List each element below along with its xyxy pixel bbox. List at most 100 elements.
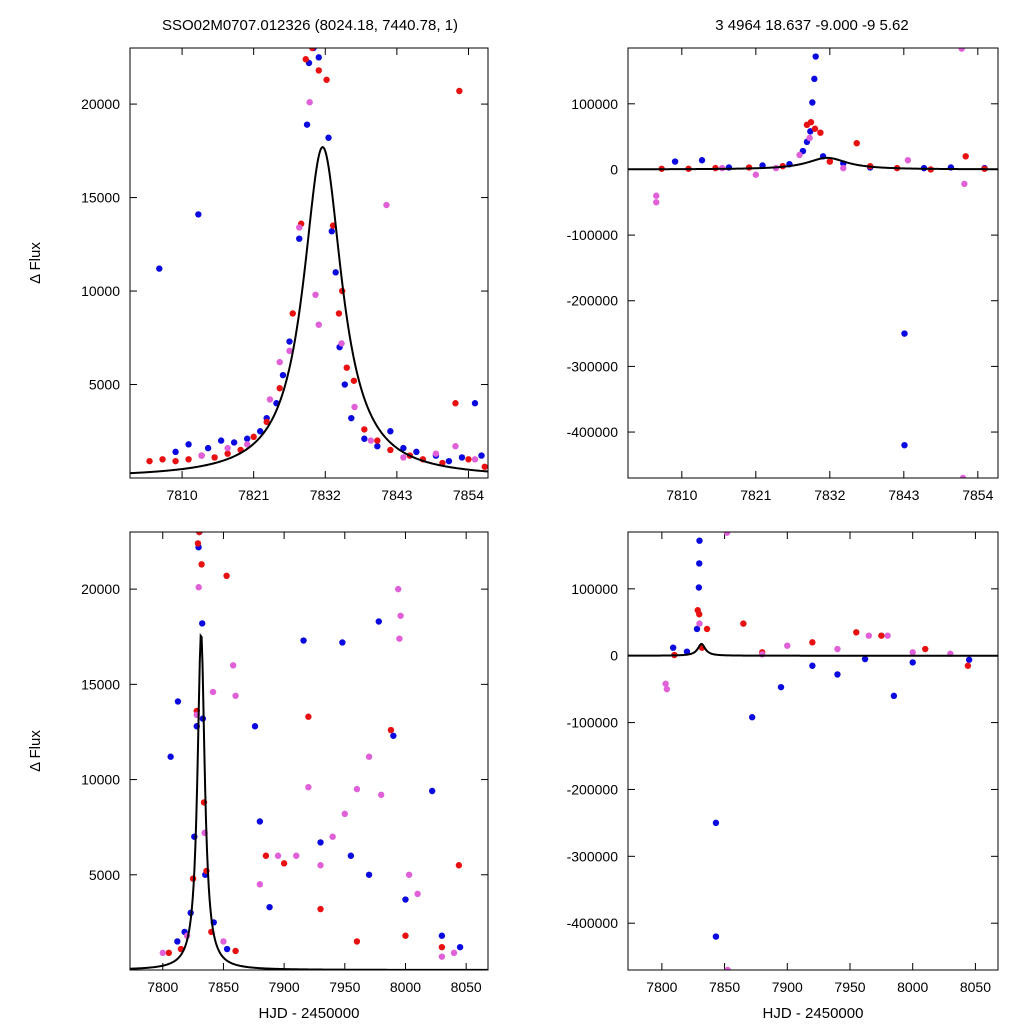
x-tick-label: 7821 xyxy=(740,487,771,503)
data-point xyxy=(347,852,355,859)
data-point xyxy=(174,698,182,705)
data-point xyxy=(305,783,312,791)
x-tick-label: 7800 xyxy=(646,979,677,995)
data-point xyxy=(276,385,283,392)
data-point xyxy=(964,662,972,669)
data-point xyxy=(195,532,203,536)
data-point xyxy=(243,435,251,442)
data-point xyxy=(723,532,731,536)
model-curve xyxy=(130,146,488,475)
figure-title-right: 3 4964 18.637 -9.000 -9 5.62 xyxy=(715,17,909,34)
data-point xyxy=(374,437,381,444)
data-point xyxy=(274,852,282,859)
data-point xyxy=(286,338,293,345)
data-point xyxy=(185,441,192,448)
data-point xyxy=(752,171,760,178)
data-point xyxy=(456,87,463,95)
data-point xyxy=(276,358,283,366)
y-tick-label: 0 xyxy=(610,648,618,664)
y-tick-label: 15000 xyxy=(81,190,120,206)
data-point xyxy=(365,753,373,760)
data-point xyxy=(204,444,212,452)
data-point xyxy=(156,265,163,272)
data-point xyxy=(323,76,330,83)
x-tick-label: 7850 xyxy=(208,979,239,995)
data-point xyxy=(402,932,409,939)
data-point xyxy=(809,99,816,106)
data-point xyxy=(251,723,259,730)
y-tick-label: -200000 xyxy=(567,781,619,797)
data-points xyxy=(653,48,988,478)
data-point xyxy=(452,443,459,450)
data-point xyxy=(696,620,703,627)
data-point xyxy=(256,428,264,435)
data-point xyxy=(262,852,270,859)
data-point xyxy=(353,938,361,945)
data-point xyxy=(671,158,679,165)
data-point xyxy=(224,450,231,457)
data-point xyxy=(350,377,358,384)
chart-top-right: 7810 7821 7832 7843 7854 -400000 -300000 -20000… xyxy=(567,47,999,503)
data-point xyxy=(663,685,671,693)
data-point xyxy=(229,662,237,669)
data-point xyxy=(777,683,785,691)
data-point xyxy=(217,437,225,444)
data-point xyxy=(317,862,324,869)
data-point xyxy=(834,671,841,678)
data-point xyxy=(653,199,660,206)
plot-frame xyxy=(129,531,489,971)
data-point xyxy=(414,890,421,898)
data-point xyxy=(341,810,348,818)
data-point xyxy=(807,118,815,126)
y-tick-label: -400000 xyxy=(567,424,619,440)
data-point xyxy=(365,871,373,878)
y-tick-label: -100000 xyxy=(567,227,619,243)
data-point xyxy=(293,852,300,859)
data-point xyxy=(315,54,322,61)
y-tick-label: -400000 xyxy=(567,915,619,931)
data-point xyxy=(958,48,965,52)
data-point xyxy=(387,726,395,734)
data-point xyxy=(712,819,720,827)
data-point xyxy=(840,164,847,172)
data-point xyxy=(185,456,192,463)
data-point xyxy=(194,540,202,547)
data-point xyxy=(901,330,908,337)
data-point xyxy=(438,953,446,960)
data-point xyxy=(784,642,791,649)
data-point xyxy=(209,688,217,696)
data-point xyxy=(387,446,394,454)
y-axis-label: Δ Flux xyxy=(27,242,44,284)
y-axis-label: Δ Flux xyxy=(27,730,44,772)
data-point xyxy=(922,645,929,653)
x-tick-label: 7832 xyxy=(310,487,341,503)
data-point xyxy=(712,933,720,940)
data-point xyxy=(458,454,466,461)
data-point xyxy=(400,454,407,461)
data-point xyxy=(432,450,440,457)
data-point xyxy=(306,99,313,106)
data-point xyxy=(811,75,818,83)
y-tick-label: 20000 xyxy=(81,96,120,112)
x-tick-label: 7821 xyxy=(238,487,269,503)
x-tick-label: 7843 xyxy=(381,487,412,503)
data-point xyxy=(223,945,231,953)
data-point xyxy=(865,632,873,639)
data-point xyxy=(400,444,407,452)
data-point xyxy=(662,680,669,687)
data-point xyxy=(309,48,316,52)
data-point xyxy=(402,896,409,903)
data-point xyxy=(300,637,307,644)
data-point xyxy=(481,463,488,470)
data-point xyxy=(303,121,311,128)
data-point xyxy=(230,439,238,446)
chart-bottom-right: 7800 7850 7900 7950 8000 8050 -400000 -300000 -2… xyxy=(567,531,999,1022)
data-point xyxy=(280,860,288,867)
data-point xyxy=(826,158,834,165)
data-point xyxy=(696,611,703,618)
data-point xyxy=(232,692,239,699)
data-point xyxy=(341,381,348,388)
data-point xyxy=(413,448,420,456)
data-point xyxy=(450,949,458,957)
